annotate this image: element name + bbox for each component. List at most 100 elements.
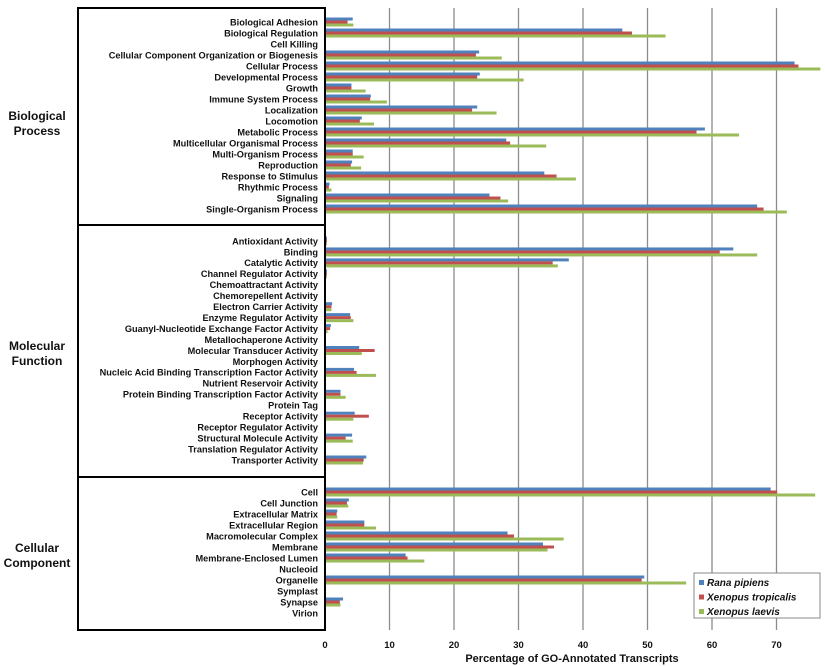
- bar-xenopus-tropicalis: [325, 490, 778, 494]
- category-label: Metallochaperone Activity: [204, 335, 318, 345]
- category-label: Protein Tag: [268, 401, 318, 411]
- bar-xenopus-laevis: [325, 253, 758, 257]
- category-label: Receptor Regulator Activity: [197, 422, 319, 432]
- bar-rana-pipiens: [325, 346, 360, 349]
- bar-xenopus-tropicalis: [325, 20, 348, 24]
- bar-rana-pipiens: [325, 50, 480, 54]
- bar-xenopus-laevis: [325, 23, 354, 27]
- bar-xenopus-tropicalis: [325, 97, 371, 101]
- bar-xenopus-laevis: [325, 352, 362, 355]
- bar-xenopus-laevis: [325, 264, 558, 268]
- bar-rana-pipiens: [325, 553, 406, 557]
- category-label: Biological Adhesion: [230, 17, 318, 27]
- category-label: Extracellular Region: [229, 520, 318, 530]
- category-label: Membrane-Enclosed Lumen: [195, 553, 318, 563]
- category-label: Chemorepellent Activity: [213, 291, 319, 301]
- category-label: Nucleoid: [279, 564, 318, 574]
- x-tick-label: 70: [771, 640, 782, 651]
- legend-entry: Xenopus tropicalis: [706, 593, 797, 604]
- category-label: Signaling: [277, 193, 318, 203]
- category-label: Cell Killing: [271, 39, 318, 49]
- bar-rana-pipiens: [325, 313, 351, 317]
- category-label: Extracellular Matrix: [233, 509, 319, 519]
- bar-rana-pipiens: [325, 302, 333, 306]
- bar-xenopus-laevis: [325, 177, 576, 181]
- bar-xenopus-tropicalis: [325, 130, 697, 134]
- x-tick-label: 20: [449, 640, 460, 651]
- legend-swatch: [699, 580, 704, 585]
- bar-rana-pipiens: [325, 324, 331, 328]
- bar-rana-pipiens: [325, 597, 344, 601]
- bar-rana-pipiens: [325, 105, 478, 109]
- category-label: Organelle: [276, 575, 318, 585]
- category-label: Membrane: [272, 542, 318, 552]
- bar-xenopus-laevis: [325, 199, 509, 203]
- legend-entry: Xenopus laevis: [706, 607, 780, 618]
- bar-rana-pipiens: [325, 204, 758, 208]
- bar-xenopus-laevis: [325, 34, 666, 38]
- bar-xenopus-laevis: [325, 67, 821, 71]
- bar-rana-pipiens: [325, 83, 352, 87]
- category-label: Locomotion: [265, 116, 318, 126]
- bar-xenopus-tropicalis: [325, 512, 337, 516]
- bar-rana-pipiens: [325, 433, 353, 437]
- bar-rana-pipiens: [325, 182, 330, 186]
- bar-xenopus-laevis: [325, 319, 354, 323]
- bar-xenopus-tropicalis: [325, 250, 720, 254]
- category-label: Immune System Process: [209, 94, 318, 104]
- bar-xenopus-tropicalis: [325, 327, 331, 331]
- bar-xenopus-laevis: [325, 493, 816, 497]
- category-label: Macromolecular Complex: [206, 531, 319, 541]
- group-label: Function: [12, 354, 63, 368]
- category-label: Structural Molecule Activity: [197, 433, 319, 443]
- bar-xenopus-laevis: [325, 526, 376, 530]
- bar-rana-pipiens: [325, 389, 341, 393]
- category-label: Receptor Activity: [243, 412, 319, 422]
- x-tick-label: 40: [578, 640, 589, 651]
- bar-xenopus-tropicalis: [325, 174, 557, 178]
- x-tick-label: 50: [642, 640, 653, 651]
- bar-rana-pipiens: [325, 127, 705, 131]
- category-label: Protein Binding Transcription Factor Act…: [123, 390, 319, 400]
- bar-xenopus-laevis: [325, 581, 687, 585]
- bar-rana-pipiens: [325, 193, 490, 197]
- legend-entry: Rana pipiens: [707, 578, 770, 589]
- bar-xenopus-tropicalis: [325, 534, 514, 538]
- bar-xenopus-tropicalis: [325, 523, 365, 527]
- bar-xenopus-laevis: [325, 461, 364, 465]
- bar-rana-pipiens: [325, 116, 362, 120]
- category-label: Multi-Organism Process: [212, 149, 318, 159]
- category-label: Cellular Process: [246, 61, 318, 71]
- group-label: Process: [14, 124, 61, 138]
- category-label: Rhythmic Process: [238, 182, 318, 192]
- category-label: Morphogen Activity: [233, 357, 319, 367]
- bar-xenopus-tropicalis: [325, 436, 346, 440]
- bar-xenopus-tropicalis: [325, 578, 642, 582]
- category-label: Metabolic Process: [237, 127, 318, 137]
- bar-xenopus-tropicalis: [325, 501, 347, 505]
- bar-xenopus-laevis: [325, 188, 332, 192]
- category-label: Nucleic Acid Binding Transcription Facto…: [100, 368, 319, 378]
- bar-xenopus-tropicalis: [325, 196, 501, 200]
- bar-xenopus-laevis: [325, 111, 497, 115]
- bar-xenopus-tropicalis: [325, 53, 476, 57]
- bar-rana-pipiens: [325, 149, 353, 153]
- bar-rana-pipiens: [325, 72, 480, 76]
- bar-xenopus-tropicalis: [325, 370, 357, 374]
- category-label: Biological Regulation: [224, 28, 318, 38]
- bar-xenopus-laevis: [325, 100, 387, 104]
- category-label: Single-Organism Process: [206, 204, 318, 214]
- x-axis-label: Percentage of GO-Annotated Transcripts: [465, 653, 678, 665]
- category-label: Cell Junction: [260, 498, 318, 508]
- category-label: Virion: [292, 608, 318, 618]
- bar-xenopus-tropicalis: [325, 152, 353, 156]
- category-label: Enzyme Regulator Activity: [202, 313, 318, 323]
- group-label: Biological: [8, 109, 65, 123]
- x-tick-label: 60: [707, 640, 718, 651]
- category-label: Response to Stimulus: [222, 171, 318, 181]
- category-label: Chemoattractant Activity: [210, 280, 319, 290]
- bar-xenopus-tropicalis: [325, 31, 633, 35]
- bar-rana-pipiens: [325, 411, 355, 415]
